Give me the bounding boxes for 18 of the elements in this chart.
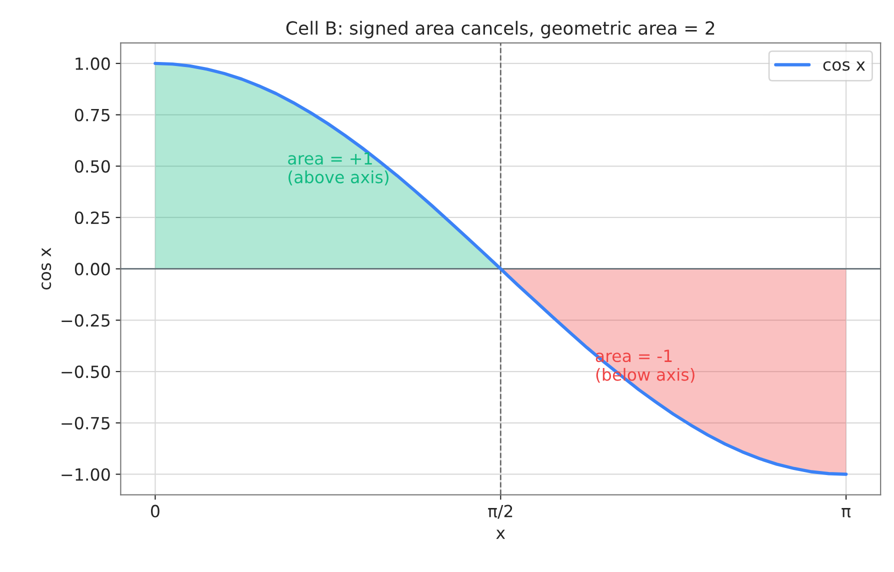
y-tick-label: 0.00 — [74, 262, 110, 276]
x-tick-label: 0 — [151, 504, 160, 518]
y-tick-label: 0.25 — [74, 211, 110, 224]
y-axis-title: cos x — [42, 248, 52, 290]
legend-label: cos x — [823, 61, 866, 71]
x-tick-label: π/2 — [488, 504, 512, 519]
y-tick-label: 0.50 — [74, 160, 110, 173]
y-tick-label: 0.75 — [74, 108, 110, 122]
y-tick-label: −0.50 — [62, 366, 110, 378]
y-tick-label: −0.25 — [62, 314, 110, 327]
x-axis-title: x — [496, 530, 506, 539]
x-tick-label: π — [842, 508, 851, 518]
chart-title: Cell B: signed area cancels, geometric area = 2 — [286, 20, 714, 38]
y-tick-label: −1.00 — [62, 468, 110, 481]
line-series — [154, 62, 848, 476]
y-tick-label: −0.75 — [62, 416, 110, 430]
y-tick-label: 1.00 — [76, 57, 110, 70]
annotation: area = +1 (above axis) — [288, 152, 388, 186]
